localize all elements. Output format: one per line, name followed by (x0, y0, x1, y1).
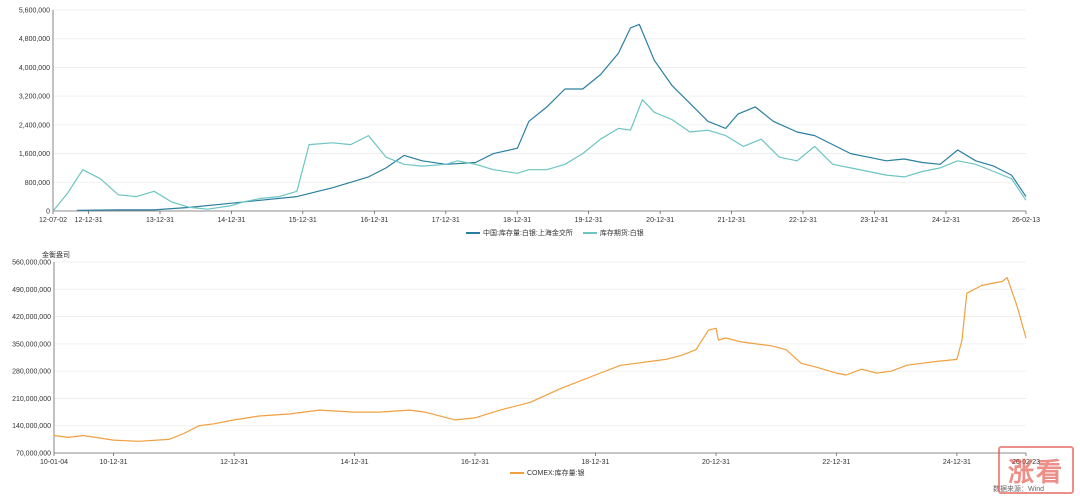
chart2-unit-label: 金衡盎司 (42, 252, 70, 259)
chart1-xtick-label: 12-12-31 (75, 217, 103, 224)
chart2-xtick-label: 10-01-04 (40, 459, 68, 466)
legend-item-comex[interactable]: COMEX:库存量:银 (510, 468, 585, 478)
chart1-ytick-label: 0 (46, 209, 50, 216)
chart1-ytick-label: 4,000,000 (19, 65, 50, 72)
chart1-ytick-label: 2,400,000 (19, 122, 50, 129)
watermark-stamp: 涨看 (998, 446, 1074, 494)
chart1-ytick-label: 4,800,000 (19, 36, 50, 43)
legend-label-comex: COMEX:库存量:银 (527, 470, 585, 477)
chart2-ytick-label: 140,000,000 (12, 423, 51, 430)
chart2-ytick-label: 560,000,000 (12, 260, 51, 267)
chart2-ytick-label: 420,000,000 (12, 314, 51, 321)
chart1-xtick-label: 15-12-31 (289, 217, 317, 224)
chart1-xtick-label: 24-12-31 (932, 217, 960, 224)
chart2-series-line-0 (53, 277, 1027, 442)
chart1-ytick-label: 5,600,000 (19, 8, 50, 15)
chart2-ytick-label: 350,000,000 (12, 341, 51, 348)
chart1-xtick-label: 14-12-31 (217, 217, 245, 224)
chart1-xtick-label: 23-12-31 (860, 217, 888, 224)
chart2-ytick-label: 490,000,000 (12, 287, 51, 294)
legend-swatch-comex (510, 472, 524, 474)
chart1-legend: 中国:库存量:白银:上海金交所 库存期货:白银 (466, 228, 644, 238)
chart1-series-line-1 (52, 99, 1027, 212)
chart2-xtick-label: 22-12-31 (822, 459, 850, 466)
chart1-xtick-label: 20-12-31 (646, 217, 674, 224)
watermark-text: 涨看 (1007, 456, 1064, 487)
chart2-xtick-label: 24-12-31 (943, 459, 971, 466)
legend-item-futures[interactable]: 库存期货:白银 (582, 228, 644, 238)
chart1-xtick-label: 12-07-02 (39, 217, 67, 224)
chart2-xtick-label: 26-02-23 (1012, 459, 1040, 466)
chart1-xtick-label: 22-12-31 (789, 217, 817, 224)
chart2-xtick-label: 20-12-31 (702, 459, 730, 466)
legend-label-sge: 中国:库存量:白银:上海金交所 (483, 230, 573, 237)
legend-swatch-futures (582, 232, 597, 234)
chart1-xtick-label: 18-12-31 (503, 217, 531, 224)
chart2-ytick-label: 70,000,000 (16, 451, 51, 458)
chart1-ytick-label: 800,000 (25, 180, 50, 187)
chart2-xtick-label: 18-12-31 (581, 459, 609, 466)
chart2-xtick-label: 12-12-31 (220, 459, 248, 466)
chart-sge-silver-inventory: 0 800,000 1,600,000 2,400,000 3,200,000 4,000… (19, 8, 1040, 225)
chart1-xtick-label: 13-12-31 (146, 217, 174, 224)
source-note: 数据来源：Wind (993, 486, 1044, 493)
legend-swatch-sge (466, 232, 480, 234)
legend-label-futures: 库存期货:白银 (599, 230, 644, 237)
chart1-series-line-0 (76, 23, 1027, 211)
chart2-xtick-label: 10-12-31 (100, 459, 128, 466)
chart-comex-silver-inventory: 70,000,000 140,000,000 210,000,000 280,000,… (12, 260, 1040, 467)
chart1-ytick-label: 3,200,000 (19, 94, 50, 101)
chart2-ytick-label: 210,000,000 (12, 396, 51, 403)
chart1-xtick-label: 26-02-13 (1012, 217, 1040, 224)
chart1-xtick-label: 19-12-31 (575, 217, 603, 224)
chart1-xtick-label: 17-12-31 (432, 217, 460, 224)
chart2-legend: COMEX:库存量:银 (510, 468, 585, 478)
chart2-ytick-label: 280,000,000 (12, 369, 51, 376)
legend-item-sge[interactable]: 中国:库存量:白银:上海金交所 (466, 228, 573, 238)
chart2-xtick-label: 16-12-31 (461, 459, 489, 466)
chart1-xtick-label: 21-12-31 (718, 217, 746, 224)
chart1-ytick-label: 1,600,000 (19, 151, 50, 158)
chart2-xtick-label: 14-12-31 (340, 459, 368, 466)
chart1-xtick-label: 16-12-31 (360, 217, 388, 224)
